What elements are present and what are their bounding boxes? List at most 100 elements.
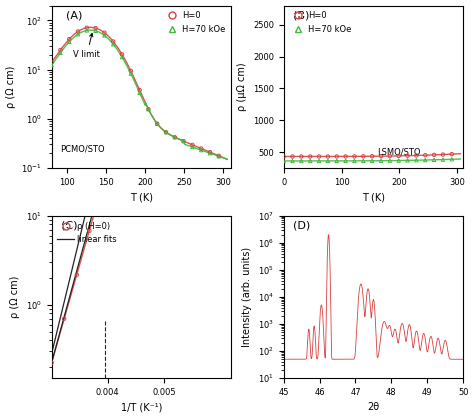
- Point: [92, 25, 100, 31]
- Point: [404, 157, 411, 164]
- Text: V limit: V limit: [73, 33, 100, 59]
- Point: [448, 151, 456, 158]
- Point: [180, 138, 187, 145]
- Point: [377, 157, 385, 164]
- Point: [448, 156, 456, 163]
- Point: [324, 153, 332, 160]
- Point: [324, 158, 332, 164]
- Point: [60, 315, 68, 322]
- Point: [368, 153, 376, 160]
- Point: [65, 36, 73, 43]
- Point: [65, 38, 73, 45]
- Point: [48, 359, 55, 366]
- Text: (D): (D): [292, 221, 310, 231]
- Point: [351, 153, 358, 160]
- Point: [171, 134, 179, 140]
- Point: [280, 153, 287, 160]
- Point: [162, 129, 170, 135]
- Point: [123, 77, 131, 84]
- Point: [377, 153, 385, 160]
- Legend: ρ (H=0), linear fits: ρ (H=0), linear fits: [56, 220, 118, 245]
- Y-axis label: ρ (Ω cm): ρ (Ω cm): [10, 276, 20, 318]
- Text: PCMO/STO: PCMO/STO: [61, 145, 105, 154]
- Point: [111, 133, 118, 140]
- Point: [412, 152, 420, 159]
- Point: [386, 157, 393, 164]
- Point: [145, 106, 152, 112]
- Point: [83, 27, 91, 34]
- Point: [351, 158, 358, 164]
- Point: [206, 149, 214, 155]
- Point: [100, 29, 108, 36]
- Point: [412, 157, 420, 163]
- Point: [83, 24, 91, 31]
- Point: [215, 153, 223, 160]
- Point: [439, 156, 447, 163]
- Point: [127, 68, 135, 74]
- X-axis label: 1/T (K⁻¹): 1/T (K⁻¹): [121, 403, 162, 413]
- Text: (A): (A): [66, 10, 82, 20]
- Y-axis label: Intensity (arb. units): Intensity (arb. units): [242, 247, 252, 347]
- Point: [74, 28, 82, 35]
- Point: [145, 106, 152, 112]
- Point: [280, 158, 287, 164]
- Point: [109, 41, 117, 48]
- Point: [48, 62, 55, 69]
- Point: [154, 120, 161, 127]
- Point: [421, 157, 429, 163]
- Point: [298, 158, 305, 164]
- Point: [136, 21, 144, 28]
- Point: [342, 153, 349, 160]
- Y-axis label: ρ (μΩ cm): ρ (μΩ cm): [237, 62, 247, 111]
- X-axis label: 2θ: 2θ: [367, 403, 380, 413]
- Point: [100, 32, 108, 39]
- Legend: H=0, H=70 kOe: H=0, H=70 kOe: [288, 10, 353, 35]
- Point: [386, 153, 393, 159]
- Point: [56, 47, 64, 54]
- Point: [430, 152, 438, 158]
- Point: [289, 158, 296, 164]
- Point: [306, 153, 314, 160]
- Point: [215, 153, 223, 159]
- Point: [315, 153, 323, 160]
- Point: [333, 158, 340, 164]
- Point: [206, 150, 214, 156]
- Text: LSMO/STO: LSMO/STO: [377, 148, 420, 157]
- Y-axis label: ρ (Ω cm): ρ (Ω cm): [6, 66, 16, 108]
- Point: [73, 271, 81, 278]
- Text: (C): (C): [61, 221, 77, 231]
- Point: [136, 89, 144, 96]
- Point: [298, 153, 305, 160]
- Point: [56, 49, 64, 56]
- Point: [98, 184, 106, 190]
- Point: [127, 70, 135, 77]
- Point: [48, 59, 55, 66]
- Point: [342, 158, 349, 164]
- Point: [136, 87, 144, 93]
- Point: [189, 141, 196, 148]
- Point: [430, 156, 438, 163]
- Point: [92, 28, 100, 34]
- Point: [368, 158, 376, 164]
- X-axis label: T (K): T (K): [130, 192, 153, 202]
- Legend: H=0, H=70 kOe: H=0, H=70 kOe: [162, 10, 227, 35]
- Point: [171, 134, 179, 140]
- Point: [109, 38, 117, 45]
- Point: [395, 153, 402, 159]
- Point: [315, 158, 323, 164]
- Point: [359, 153, 367, 160]
- Text: (B): (B): [292, 10, 309, 20]
- Point: [404, 152, 411, 159]
- Point: [154, 120, 161, 127]
- X-axis label: T (K): T (K): [362, 192, 385, 202]
- Point: [162, 129, 170, 135]
- Point: [197, 147, 205, 153]
- Point: [118, 51, 126, 58]
- Point: [189, 144, 196, 150]
- Point: [118, 54, 126, 61]
- Point: [180, 138, 187, 145]
- Point: [74, 31, 82, 38]
- Point: [197, 145, 205, 152]
- Point: [359, 158, 367, 164]
- Point: [86, 227, 93, 234]
